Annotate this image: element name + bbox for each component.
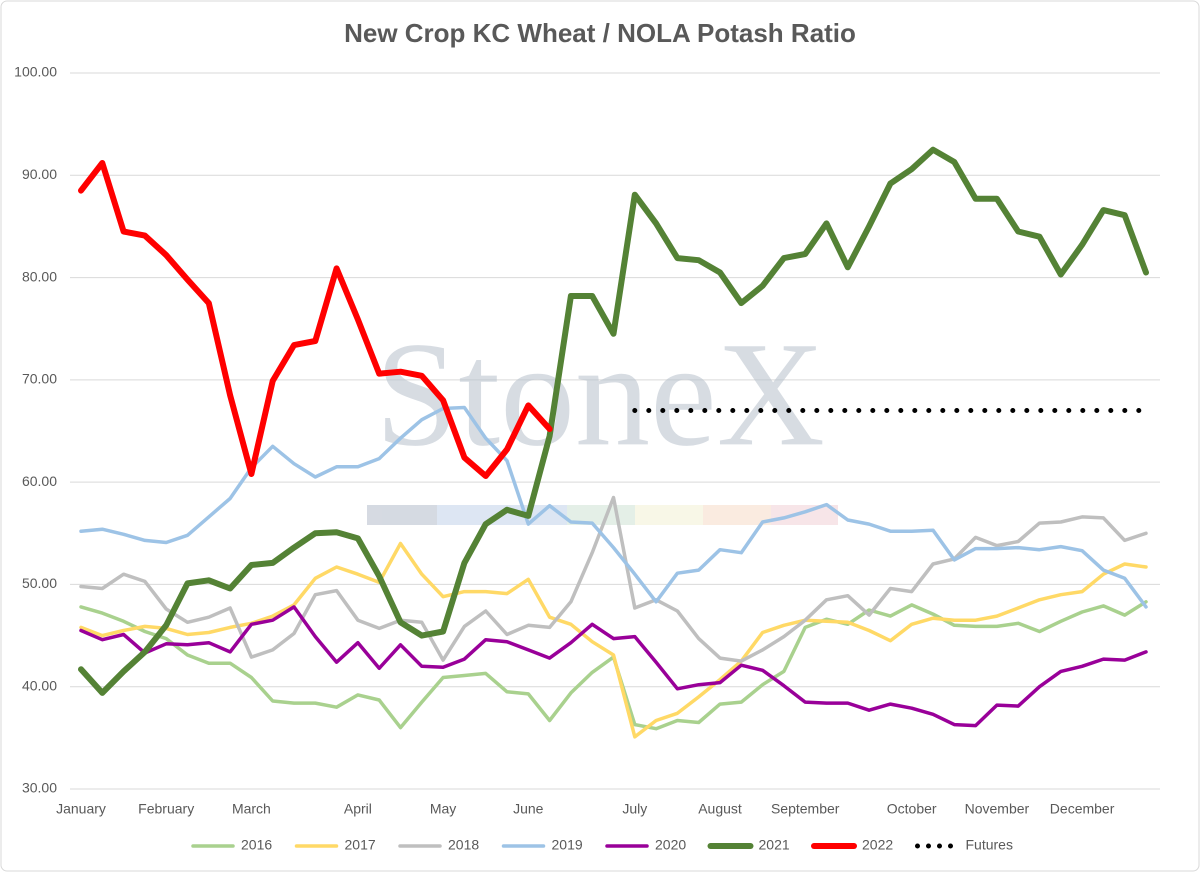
x-tick-label: January (56, 801, 106, 817)
legend-label: 2022 (862, 837, 893, 853)
y-tick-label: 90.00 (22, 166, 57, 182)
y-tick-label: 80.00 (22, 268, 57, 284)
legend-label: 2019 (552, 837, 583, 853)
legend-label: Futures (966, 837, 1013, 853)
x-tick-label: December (1050, 801, 1115, 817)
x-tick-label: May (430, 801, 456, 817)
x-tick-label: March (232, 801, 271, 817)
watermark: StoneX (367, 311, 838, 525)
y-tick-label: 100.00 (14, 64, 57, 80)
watermark-text: StoneX (375, 311, 825, 477)
watermark-bar (703, 505, 771, 525)
watermark-bar (771, 505, 838, 525)
watermark-bar (367, 505, 437, 525)
series-line (79, 605, 1148, 728)
series-line (78, 146, 1149, 696)
chart-title: New Crop KC Wheat / NOLA Potash Ratio (344, 18, 856, 48)
y-tick-label: 70.00 (22, 371, 57, 387)
x-tick-label: July (622, 801, 647, 817)
x-tick-label: April (344, 801, 372, 817)
series-line (79, 405, 1148, 609)
legend-label: 2017 (345, 837, 376, 853)
y-tick-label: 60.00 (22, 473, 57, 489)
y-tick-label: 30.00 (22, 780, 57, 796)
x-tick-label: November (965, 801, 1030, 817)
legend-label: 2018 (448, 837, 479, 853)
watermark-bar (635, 505, 703, 525)
x-tick-label: June (513, 801, 544, 817)
legend-label: 2021 (759, 837, 790, 853)
x-tick-label: August (698, 801, 742, 817)
series-line (79, 541, 1148, 739)
x-tick-label: February (138, 801, 194, 817)
x-tick-label: September (771, 801, 840, 817)
x-tick-label: October (887, 801, 937, 817)
y-tick-label: 50.00 (22, 575, 57, 591)
series-line (78, 160, 553, 479)
legend-label: 2020 (655, 837, 686, 853)
legend-label: 2016 (241, 837, 272, 853)
y-tick-label: 40.00 (22, 677, 57, 693)
series-line (79, 495, 1148, 663)
